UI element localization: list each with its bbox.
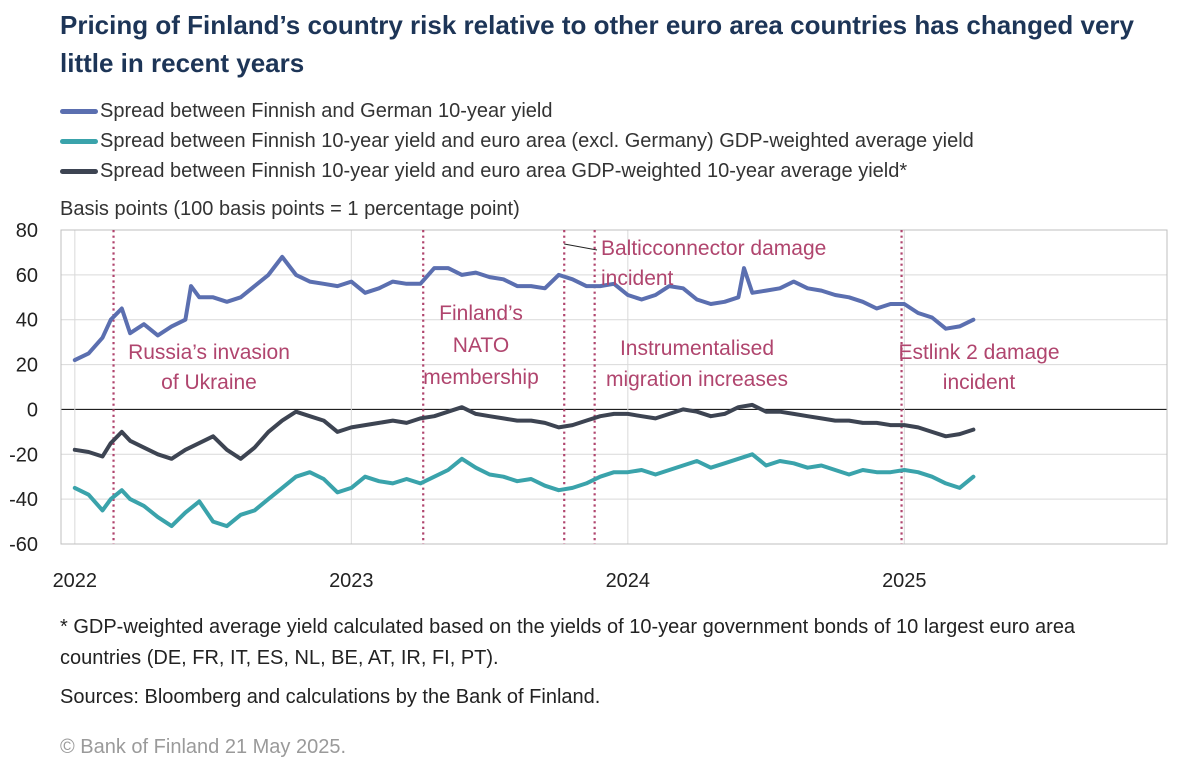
x-tick-label: 2023 (329, 570, 374, 592)
legend-swatch-german-spread (60, 108, 98, 114)
event-label: migration increases (606, 368, 788, 391)
y-tick-label: -40 (9, 489, 38, 511)
series-line (72, 254, 976, 363)
legend-item-ex-germany-spread: Spread between Finnish 10-year yield and… (60, 126, 974, 156)
event-label: NATO (453, 334, 509, 357)
y-tick-label: 60 (16, 265, 38, 287)
event-label: Balticconnector damage (601, 237, 826, 260)
y-tick-label: -60 (9, 534, 38, 556)
event-label: Finland’s (439, 302, 523, 325)
legend-item-euro-area-spread: Spread between Finnish 10-year yield and… (60, 156, 974, 186)
sources-note: Sources: Bloomberg and calculations by t… (60, 686, 601, 708)
event-leader-line (564, 243, 598, 251)
legend-swatch-ex-germany-spread (60, 138, 98, 144)
legend-label-ex-germany-spread: Spread between Finnish 10-year yield and… (100, 129, 974, 152)
event-label: incident (601, 267, 674, 290)
x-tick-label: 2022 (53, 570, 98, 592)
footnote: * GDP-weighted average yield calculated … (60, 616, 1076, 669)
series-line (72, 452, 976, 529)
legend: Spread between Finnish and German 10-yea… (60, 96, 974, 186)
event-label: Estlink 2 damage (898, 341, 1059, 364)
legend-swatch-euro-area-spread (60, 168, 98, 174)
event-label: Russia’s invasion (128, 341, 290, 364)
event-label: of Ukraine (161, 371, 257, 394)
legend-label-german-spread: Spread between Finnish and German 10-yea… (100, 99, 553, 122)
y-tick-label: 80 (16, 220, 38, 242)
event-label: Instrumentalised (620, 337, 774, 360)
legend-item-german-spread: Spread between Finnish and German 10-yea… (60, 96, 974, 126)
event-label: incident (943, 371, 1016, 394)
y-tick-label: -20 (9, 444, 38, 466)
y-tick-label: 40 (16, 310, 38, 332)
y-axis-unit-label: Basis points (100 basis points = 1 perce… (60, 198, 520, 220)
event-label: membership (423, 366, 539, 389)
y-tick-label: 0 (27, 399, 38, 421)
plot-frame (60, 229, 1168, 545)
x-tick-label: 2025 (882, 570, 927, 592)
x-tick-label: 2024 (606, 570, 651, 592)
copyright-note: © Bank of Finland 21 May 2025. (60, 736, 347, 758)
legend-label-euro-area-spread: Spread between Finnish 10-year yield and… (100, 159, 908, 182)
chart-title: Pricing of Finland’s country risk relati… (60, 10, 1135, 78)
line-chart: 80 60 40 20 0 -20 -40 -60 2022 2023 2024 2025 Russia… (9, 220, 1168, 592)
series-line (72, 402, 976, 461)
y-tick-label: 20 (16, 355, 38, 377)
